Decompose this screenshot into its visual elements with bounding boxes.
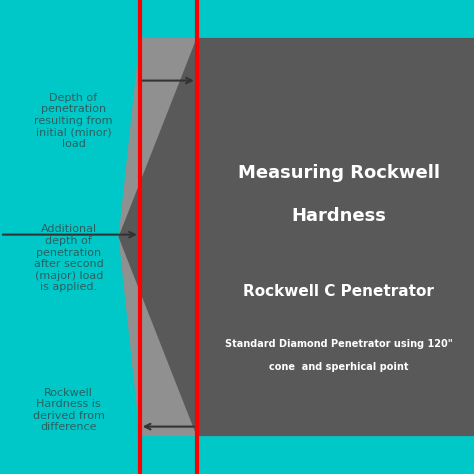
Polygon shape	[118, 38, 474, 436]
Text: Rockwell C Penetrator: Rockwell C Penetrator	[244, 284, 434, 299]
Polygon shape	[118, 38, 474, 436]
Text: cone  and sperhical point: cone and sperhical point	[269, 362, 409, 373]
Text: Additional
depth of
penetration
after second
(major) load
is applied.: Additional depth of penetration after se…	[34, 224, 104, 292]
Text: Depth of
penetration
resulting from
initial (minor)
load: Depth of penetration resulting from init…	[34, 93, 113, 149]
Text: Rockwell
Hardness is
derived from
difference: Rockwell Hardness is derived from differ…	[33, 388, 105, 432]
Text: Standard Diamond Penetrator using 120": Standard Diamond Penetrator using 120"	[225, 338, 453, 349]
Text: Hardness: Hardness	[292, 207, 386, 225]
Text: Measuring Rockwell: Measuring Rockwell	[238, 164, 440, 182]
